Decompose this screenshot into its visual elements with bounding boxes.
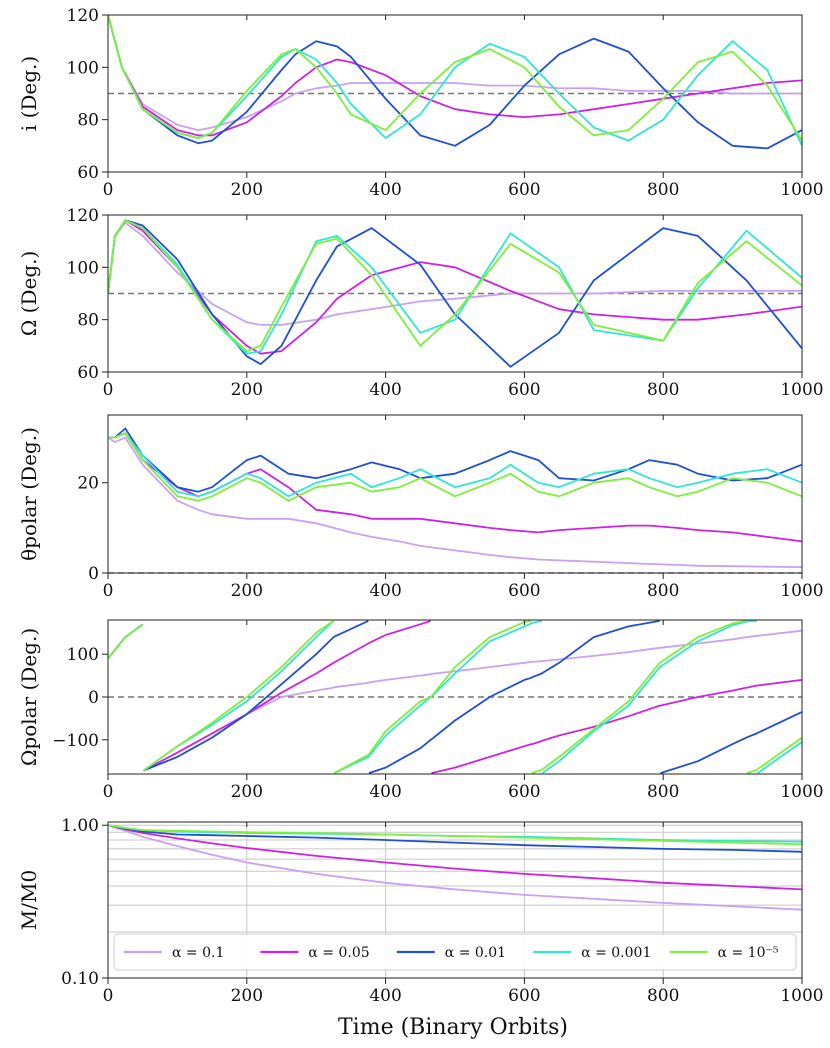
panel-theta-polar: 0 200 400 600 800 1000 0 20 θpolar (Deg.) bbox=[17, 414, 824, 601]
x-tick-label: 800 bbox=[647, 180, 679, 200]
x-tick-label: 200 bbox=[231, 581, 263, 601]
series-line-2 bbox=[108, 824, 802, 853]
y-tick-label: 60 bbox=[77, 363, 99, 383]
x-tick-label: 200 bbox=[231, 986, 263, 1006]
series-line-0 bbox=[108, 824, 802, 911]
y-tick-label: 120 bbox=[67, 206, 99, 226]
x-tick-label: 400 bbox=[369, 180, 401, 200]
series-line-1 bbox=[108, 432, 802, 543]
x-tick-label: 600 bbox=[508, 581, 540, 601]
series-line-4 bbox=[108, 15, 802, 142]
x-axis-label: Time (Binary Orbits) bbox=[338, 1015, 568, 1040]
x-tick-label: 400 bbox=[369, 380, 401, 400]
x-tick-label: 400 bbox=[369, 986, 401, 1006]
y-axis-label: Ω (Deg.) bbox=[17, 251, 41, 337]
y-axis-label: i (Deg.) bbox=[17, 56, 41, 131]
y-tick-label: 0 bbox=[88, 688, 99, 708]
axes-frame bbox=[107, 214, 803, 373]
x-tick-label: 400 bbox=[369, 581, 401, 601]
x-tick-label: 400 bbox=[369, 782, 401, 802]
legend-label: α = 0.05 bbox=[308, 945, 369, 961]
x-tick-label: 800 bbox=[647, 782, 679, 802]
series-line-1 bbox=[108, 219, 802, 355]
legend-label: α = 0.1 bbox=[172, 945, 224, 961]
panel-inclination: 0 200 400 600 800 1000 60 80 100 120 i (Deg.) bbox=[17, 6, 824, 200]
axes-frame bbox=[107, 14, 803, 173]
series-line-2 bbox=[108, 219, 802, 368]
y-tick-label: 80 bbox=[77, 311, 99, 331]
y-tick-label: 0.10 bbox=[61, 969, 99, 989]
x-tick-label: 0 bbox=[103, 986, 114, 1006]
series-line-4 bbox=[108, 219, 802, 352]
x-tick-label: 1000 bbox=[780, 380, 823, 400]
y-tick-label: 100 bbox=[67, 645, 99, 665]
y-tick-label: 20 bbox=[77, 474, 99, 494]
series-line-4 bbox=[108, 620, 802, 774]
y-tick-label: 100 bbox=[67, 58, 99, 78]
x-tick-label: 0 bbox=[103, 180, 114, 200]
x-tick-label: 1000 bbox=[780, 180, 823, 200]
x-tick-label: 200 bbox=[231, 380, 263, 400]
series-line-3 bbox=[108, 824, 802, 843]
x-tick-label: 800 bbox=[647, 986, 679, 1006]
x-tick-label: 800 bbox=[647, 581, 679, 601]
legend-label: α = 0.001 bbox=[581, 945, 651, 961]
x-tick-label: 0 bbox=[103, 782, 114, 802]
legend-label: α = 0.01 bbox=[445, 945, 506, 961]
legend-label: α = 10⁻⁵ bbox=[718, 945, 779, 961]
x-tick-label: 200 bbox=[231, 782, 263, 802]
y-tick-label: −100 bbox=[52, 731, 99, 751]
series-line-0 bbox=[108, 221, 802, 326]
series-line-4 bbox=[108, 824, 802, 846]
x-tick-label: 0 bbox=[103, 380, 114, 400]
x-tick-label: 1000 bbox=[780, 986, 823, 1006]
x-tick-label: 200 bbox=[231, 180, 263, 200]
series-line-2 bbox=[108, 15, 802, 150]
legend: α = 0.1 α = 0.05 α = 0.01 α = 0.001 α = 10⁻⁵ bbox=[113, 933, 797, 971]
y-tick-label: 120 bbox=[67, 6, 99, 26]
y-tick-label: 1.00 bbox=[61, 816, 99, 836]
series-line-0 bbox=[108, 15, 802, 131]
y-tick-label: 80 bbox=[77, 111, 99, 131]
y-tick-label: 0 bbox=[88, 564, 99, 584]
series-line-0 bbox=[108, 436, 802, 568]
x-tick-label: 600 bbox=[508, 782, 540, 802]
x-tick-label: 1000 bbox=[780, 782, 823, 802]
legend-box bbox=[113, 933, 797, 971]
series-line-3 bbox=[108, 15, 802, 147]
x-tick-label: 0 bbox=[103, 581, 114, 601]
y-axis-label: M/M0 bbox=[17, 870, 41, 930]
x-tick-label: 1000 bbox=[780, 581, 823, 601]
y-tick-label: 100 bbox=[67, 258, 99, 278]
panel-omega-polar: 0 200 400 600 800 1000 −100 0 100 Ωpolar (Deg.) bbox=[17, 619, 824, 802]
panel-mass: 0 200 400 600 800 1000 0.10 1.00 M/M0 bbox=[17, 816, 824, 1006]
x-tick-label: 800 bbox=[647, 380, 679, 400]
series-line-3 bbox=[108, 219, 802, 355]
series-line-1 bbox=[108, 824, 802, 891]
x-tick-label: 600 bbox=[508, 380, 540, 400]
series-line-3 bbox=[108, 432, 802, 498]
panel-longitude: 0 200 400 600 800 1000 60 80 100 120 Ω (Deg.) bbox=[17, 206, 824, 400]
y-tick-label: 60 bbox=[77, 163, 99, 183]
y-axis-label: Ωpolar (Deg.) bbox=[17, 628, 41, 766]
y-axis-label: θpolar (Deg.) bbox=[17, 427, 41, 561]
series-line-4 bbox=[108, 432, 802, 502]
axes-frame bbox=[107, 821, 803, 979]
axes-frame bbox=[107, 414, 803, 574]
x-tick-label: 600 bbox=[508, 986, 540, 1006]
x-tick-label: 600 bbox=[508, 180, 540, 200]
